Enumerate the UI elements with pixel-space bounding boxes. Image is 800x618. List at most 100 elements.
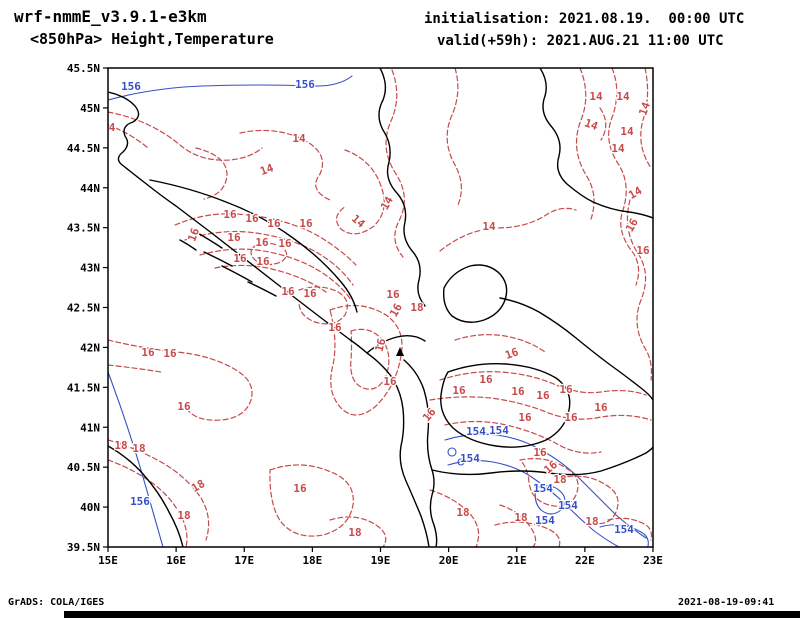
- header-left: wrf-nmmE_v3.9.1-e3km <850hPa> Height,Tem…: [14, 6, 274, 50]
- svg-text:43.5N: 43.5N: [67, 222, 100, 235]
- svg-text:16: 16: [636, 244, 650, 257]
- svg-text:16: 16: [255, 236, 269, 249]
- svg-text:156: 156: [295, 78, 315, 91]
- bottom-bar: [64, 611, 800, 618]
- svg-text:16: 16: [293, 482, 307, 495]
- svg-text:16: 16: [141, 346, 155, 359]
- svg-text:39.5N: 39.5N: [67, 541, 100, 554]
- svg-text:16: 16: [383, 375, 397, 388]
- svg-text:14: 14: [482, 220, 496, 233]
- svg-text:16: 16: [387, 301, 405, 319]
- svg-text:156: 156: [130, 495, 150, 508]
- svg-text:44.5N: 44.5N: [67, 142, 100, 155]
- svg-text:41.5N: 41.5N: [67, 381, 100, 394]
- svg-text:16: 16: [233, 252, 247, 265]
- svg-text:16: 16: [227, 231, 241, 244]
- svg-text:14: 14: [620, 125, 634, 138]
- svg-text:16: 16: [256, 255, 270, 268]
- svg-text:18: 18: [410, 301, 423, 314]
- svg-text:21E: 21E: [507, 554, 527, 567]
- svg-text:14: 14: [616, 90, 630, 103]
- svg-text:16: 16: [328, 321, 342, 334]
- svg-text:16E: 16E: [166, 554, 186, 567]
- svg-text:17E: 17E: [234, 554, 254, 567]
- svg-text:45.5N: 45.5N: [67, 62, 100, 75]
- svg-text:16: 16: [281, 285, 295, 298]
- header-right: initialisation: 2021.08.19. 00:00 UTC va…: [424, 8, 744, 52]
- svg-text:18: 18: [456, 506, 469, 519]
- svg-text:14: 14: [292, 132, 306, 145]
- axes: 15E 16E 17E 18E 19E 20E 21E 22E 23E 45.5N 45N 44.5N…: [67, 62, 663, 567]
- svg-text:16: 16: [163, 347, 177, 360]
- terrain-marks: [396, 347, 404, 356]
- svg-text:154: 154: [614, 523, 634, 536]
- svg-text:154: 154: [460, 452, 480, 465]
- temperature-contours: [108, 68, 653, 547]
- svg-text:18: 18: [114, 439, 127, 452]
- svg-text:156: 156: [121, 80, 141, 93]
- svg-text:16: 16: [267, 217, 281, 230]
- svg-text:16: 16: [420, 405, 439, 424]
- svg-text:18: 18: [189, 477, 207, 495]
- svg-text:154: 154: [535, 514, 555, 527]
- model-title: wrf-nmmE_v3.9.1-e3km: [14, 7, 207, 26]
- svg-text:16: 16: [386, 288, 400, 301]
- svg-text:16: 16: [452, 384, 466, 397]
- svg-text:16: 16: [511, 385, 525, 398]
- svg-text:40N: 40N: [80, 501, 100, 514]
- svg-text:14: 14: [611, 142, 625, 155]
- svg-text:16: 16: [223, 208, 237, 221]
- grads-credit: GrADS: COLA/IGES: [8, 597, 105, 608]
- svg-text:23E: 23E: [643, 554, 663, 567]
- svg-text:154: 154: [558, 499, 578, 512]
- svg-text:16: 16: [503, 345, 520, 362]
- svg-text:16: 16: [623, 216, 641, 234]
- svg-text:41N: 41N: [80, 421, 100, 434]
- height-contours: [108, 75, 649, 547]
- svg-text:16: 16: [177, 400, 191, 413]
- svg-text:42N: 42N: [80, 341, 100, 354]
- svg-text:14: 14: [636, 100, 653, 117]
- svg-text:154: 154: [466, 425, 486, 438]
- svg-text:154: 154: [533, 482, 553, 495]
- svg-text:4: 4: [109, 121, 116, 134]
- svg-text:18: 18: [132, 442, 145, 455]
- svg-text:18E: 18E: [302, 554, 322, 567]
- svg-text:43N: 43N: [80, 262, 100, 275]
- svg-text:19E: 19E: [371, 554, 391, 567]
- svg-text:16: 16: [299, 217, 313, 230]
- svg-text:40.5N: 40.5N: [67, 461, 100, 474]
- svg-text:16: 16: [373, 337, 389, 354]
- plot-subtitle: <850hPa> Height,Temperature: [30, 30, 274, 48]
- svg-text:14: 14: [378, 194, 396, 212]
- svg-text:154: 154: [489, 424, 509, 437]
- svg-text:16: 16: [278, 237, 292, 250]
- border-contours: [108, 68, 653, 547]
- svg-text:16: 16: [185, 226, 202, 243]
- svg-text:15E: 15E: [98, 554, 118, 567]
- svg-text:18: 18: [585, 515, 598, 528]
- svg-text:42.5N: 42.5N: [67, 302, 100, 315]
- svg-text:16: 16: [536, 389, 550, 402]
- svg-text:16: 16: [564, 411, 578, 424]
- svg-text:16: 16: [479, 373, 493, 386]
- init-time: initialisation: 2021.08.19. 00:00 UTC: [424, 11, 745, 27]
- svg-text:14: 14: [626, 184, 644, 202]
- svg-text:14: 14: [583, 116, 600, 133]
- valid-time: valid(+59h): 2021.AUG.21 11:00 UTC: [437, 33, 724, 49]
- svg-text:16: 16: [533, 446, 547, 459]
- svg-text:18: 18: [348, 526, 361, 539]
- svg-text:44N: 44N: [80, 182, 100, 195]
- svg-text:18: 18: [177, 509, 190, 522]
- svg-text:22E: 22E: [575, 554, 595, 567]
- svg-text:18: 18: [553, 473, 566, 486]
- svg-text:18: 18: [514, 511, 527, 524]
- svg-text:20E: 20E: [439, 554, 459, 567]
- svg-text:16: 16: [245, 212, 259, 225]
- svg-text:14: 14: [589, 90, 603, 103]
- svg-text:16: 16: [518, 411, 532, 424]
- svg-text:14: 14: [258, 161, 275, 178]
